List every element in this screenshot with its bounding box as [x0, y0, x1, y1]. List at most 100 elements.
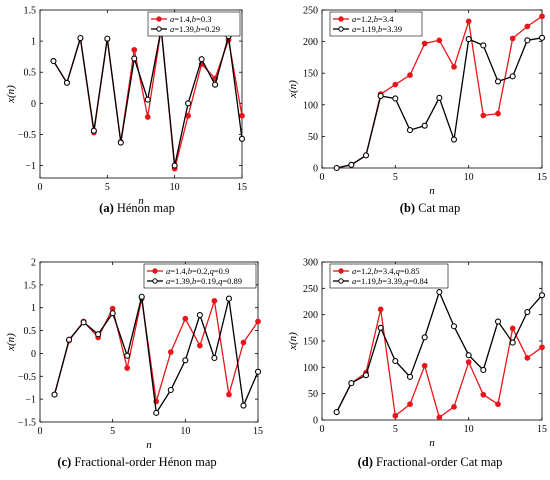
legend: a=1.4,b=0.3a=1.39,b=0.29 — [147, 11, 241, 37]
data-point-series-2 — [406, 373, 414, 380]
data-point-series-2 — [480, 366, 487, 374]
data-point-series-2 — [117, 139, 124, 146]
data-point-series-2 — [109, 310, 116, 317]
legend-entry-2: a=1.19,b=3.39,q=0.84 — [352, 276, 429, 286]
data-point-series-2 — [333, 409, 340, 416]
data-point-series-1 — [255, 318, 261, 325]
data-point-series-2 — [524, 37, 531, 44]
chart-frac-cat: 0 5 10 15050100150200250300nx(n)a=1.2,b=3.4… — [287, 258, 547, 470]
legend-marker — [152, 268, 158, 274]
panel-caption: (a) Hénon map — [99, 201, 175, 215]
caption-text: Hénon map — [117, 201, 175, 215]
y-tick-label: 250 — [303, 284, 318, 295]
y-tick-label: 0 — [31, 349, 36, 360]
data-point-series-2 — [90, 127, 97, 134]
data-point-series-1 — [465, 18, 472, 25]
data-point-series-1 — [509, 35, 516, 42]
data-point-series-1 — [392, 81, 399, 88]
data-point-series-1 — [539, 13, 545, 20]
y-tick-label: −1 — [25, 395, 36, 406]
data-point-series-1 — [524, 355, 531, 361]
plot-frame — [321, 9, 543, 169]
data-point-series-2 — [124, 352, 131, 359]
y-axis-label: x(n) — [5, 85, 17, 104]
panel-caption: (b) Cat map — [400, 201, 460, 215]
y-tick-label: −0.5 — [18, 372, 36, 383]
caption-tag: (b) — [400, 201, 418, 215]
legend-box — [329, 11, 423, 37]
data-point-series-2 — [196, 311, 203, 319]
data-point-series-2 — [348, 380, 355, 387]
x-tick-label: 15 — [253, 426, 263, 437]
y-tick-label: −0.5 — [18, 130, 36, 141]
data-point-series-2 — [51, 391, 58, 398]
data-point-series-1 — [495, 110, 501, 117]
x-tick-label: 10 — [464, 424, 474, 435]
legend-entry-2: a=1.39,b=0.19,q=0.89 — [166, 276, 242, 286]
y-tick-label: 200 — [303, 310, 318, 321]
data-point-series-2 — [509, 339, 516, 346]
x-tick-label: 15 — [537, 424, 547, 435]
plot-frame — [39, 261, 259, 423]
data-point-series-1 — [211, 298, 218, 304]
chart-frac-henon: 0 5 10 15 −1.5 −1 −0.5 0 0.5 1 1.5 2 n x(n) a=1.4,b=0.… — [5, 258, 263, 470]
data-point-series-2 — [153, 409, 160, 416]
x-axis-label: n — [138, 195, 144, 207]
x-tick-label: 10 — [464, 172, 474, 183]
data-point-series-2 — [362, 152, 370, 159]
data-point-series-1 — [451, 403, 457, 410]
legend: a=1.2,b=3.4a=1.19,b=3.39 — [329, 11, 423, 37]
panel-caption: (c) Fractional-order Hénon map — [57, 455, 216, 469]
y-tick-label: 1.5 — [24, 280, 37, 291]
data-point-series-1 — [182, 315, 189, 322]
data-point-series-2 — [225, 295, 232, 302]
data-point-series-2 — [362, 372, 370, 379]
legend: a=1.2,b=3.4,q=0.85a=1.19,b=3.39,q=0.84 — [329, 263, 449, 289]
data-point-series-1 — [144, 114, 151, 120]
data-point-series-1 — [480, 112, 487, 119]
chart-cat: 0 5 10 15050100150200250nx(n)a=1.2,b=3.4a=1… — [287, 6, 547, 216]
y-tick-label: 250 — [303, 6, 318, 17]
legend-entry-1: a=1.2,b=3.4 — [352, 14, 394, 24]
data-point-series-2 — [50, 57, 57, 65]
series-line-2 — [336, 37, 543, 169]
data-point-series-2 — [421, 122, 428, 129]
x-tick-label: 10 — [170, 182, 180, 193]
data-point-series-2 — [436, 94, 443, 101]
legend-entry-1: a=1.2,b=3.4,q=0.85 — [352, 266, 420, 276]
legend-marker — [338, 16, 344, 22]
data-point-series-2 — [80, 319, 87, 326]
data-point-series-1 — [392, 412, 399, 419]
data-point-series-2 — [450, 323, 458, 330]
data-point-series-2 — [392, 357, 399, 365]
data-point-series-2 — [465, 352, 472, 359]
panel-caption: (d) Fractional-order Cat map — [358, 455, 503, 469]
data-point-series-2 — [406, 127, 414, 134]
data-point-series-2 — [104, 35, 111, 42]
legend-entry-1: a=1.4,b=0.3 — [170, 14, 211, 24]
y-tick-label: 0.5 — [24, 68, 37, 79]
data-point-series-1 — [451, 64, 457, 70]
legend-marker — [152, 278, 158, 284]
y-tick-label: −1 — [25, 161, 36, 172]
data-point-series-1 — [421, 40, 428, 47]
caption-tag: (c) — [57, 455, 74, 469]
data-point-series-2 — [185, 100, 192, 107]
legend-entry-2: a=1.19,b=3.39 — [352, 24, 402, 34]
y-tick-label: 150 — [303, 69, 318, 80]
data-point-series-2 — [240, 402, 247, 409]
y-tick-label: 50 — [308, 132, 318, 143]
data-point-series-2 — [494, 78, 502, 85]
data-point-series-2 — [167, 386, 174, 394]
legend-marker — [338, 268, 344, 274]
y-axis-label: x(n) — [5, 333, 17, 352]
x-axis-label: n — [429, 437, 435, 449]
data-point-series-2 — [238, 135, 246, 142]
x-tick-label: 5 — [105, 182, 110, 193]
y-tick-label: 1 — [31, 303, 36, 314]
data-point-series-2 — [392, 95, 399, 102]
data-point-series-1 — [239, 112, 245, 119]
data-point-series-2 — [63, 79, 70, 86]
y-axis-label: x(n) — [287, 80, 299, 99]
y-tick-label: 1 — [31, 37, 36, 48]
